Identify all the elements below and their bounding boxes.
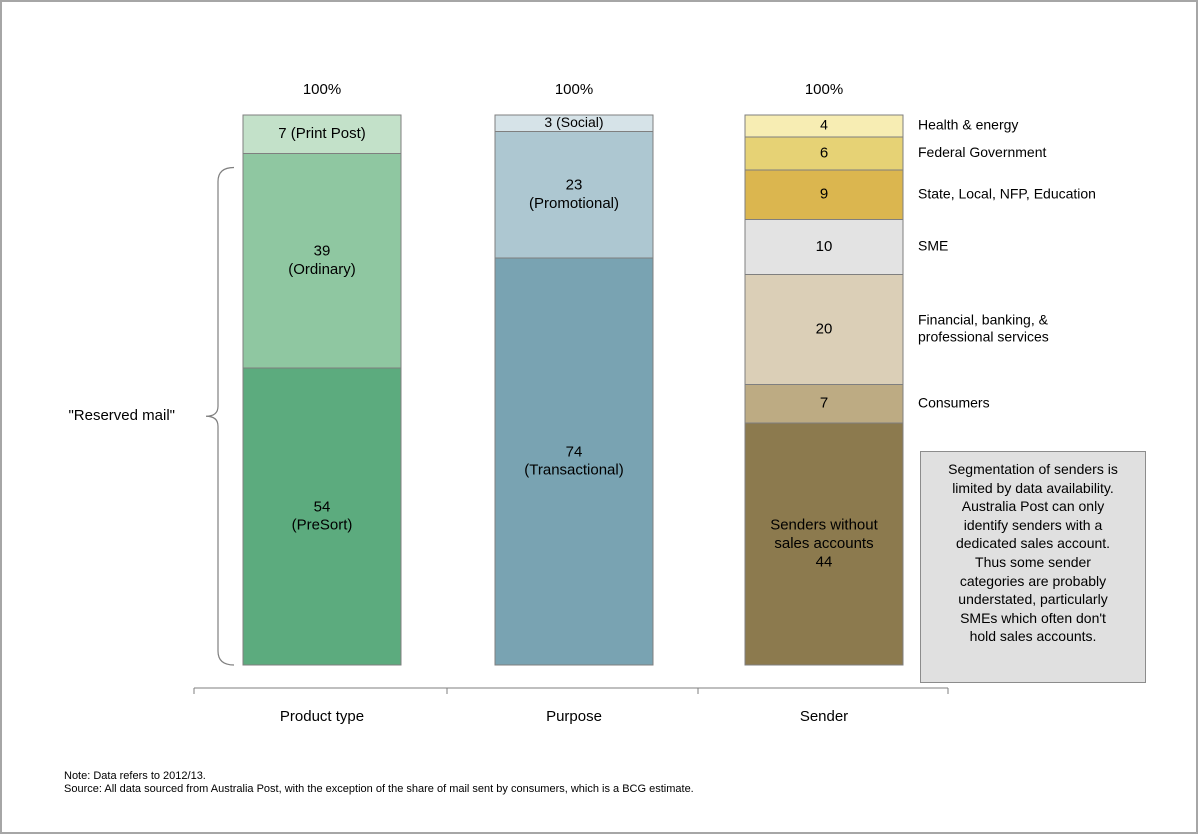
bar-segment: [494, 131, 654, 259]
segment-label: 74 (Transactional): [524, 443, 623, 478]
note-line: identify senders with a: [963, 516, 1103, 533]
note-line: limited by data availability.: [952, 479, 1114, 496]
segment-label: 23 (Promotional): [529, 177, 619, 212]
segment-label: 9: [820, 186, 828, 203]
segment-label: 6: [820, 144, 828, 161]
note-line: understated, particularly: [958, 591, 1108, 608]
bar-segment: [744, 136, 904, 171]
note-line: SMEs which often don't: [960, 609, 1106, 626]
footnote-source: Source: All data sourced from Australia …: [64, 783, 694, 795]
segment-label: 54 (PreSort): [292, 498, 353, 533]
bar-segment: [494, 114, 654, 132]
bar-segment: [242, 367, 402, 666]
bar-segment: [744, 219, 904, 275]
legend-label: Federal Government: [918, 144, 1047, 160]
note-line: categories are probably: [959, 572, 1107, 589]
note-line: Thus some sender: [975, 553, 1091, 570]
legend-label: Financial, banking, & professional servic…: [918, 312, 1049, 345]
segment-label: 7: [820, 395, 828, 412]
bar-segment: [494, 257, 654, 666]
note-line: Segmentation of senders is: [948, 461, 1118, 477]
segment-label: Senders without sales accounts 44: [770, 517, 878, 571]
note-line: hold sales accounts.: [969, 628, 1097, 645]
bar-segment: [744, 274, 904, 385]
data-availability-note: Segmentation of senders is limited by da…: [920, 451, 1146, 683]
bar-segment: [744, 169, 904, 220]
reserved-mail-bracket: [205, 166, 235, 666]
segment-label: 4: [820, 117, 828, 133]
footnote-note: Note: Data refers to 2012/13.: [64, 770, 206, 782]
note-line: dedicated sales account.: [955, 535, 1111, 552]
total-label: 100%: [555, 81, 593, 98]
segment-label: 3 (Social): [544, 114, 603, 130]
total-label: 100%: [805, 81, 843, 98]
segment-label: 10: [816, 238, 833, 255]
bar-segment: [242, 153, 402, 369]
segment-label: 20: [816, 320, 833, 337]
category-label: Product type: [280, 708, 364, 725]
legend-label: State, Local, NFP, Education: [918, 185, 1096, 201]
bar-segment: [242, 114, 402, 154]
total-label: 100%: [303, 81, 341, 98]
legend-label: Health & energy: [918, 117, 1018, 133]
segment-label: 7 (Print Post): [278, 125, 366, 142]
segment-label: 39 (Ordinary): [288, 243, 356, 278]
legend-label: SME: [918, 238, 948, 254]
category-label: Sender: [800, 708, 848, 725]
note-line: Australia Post can only: [961, 498, 1105, 515]
category-label: Purpose: [546, 708, 602, 725]
legend-label: Consumers: [918, 394, 990, 410]
reserved-mail-label: "Reserved mail": [68, 407, 175, 424]
bar-segment: [744, 114, 904, 138]
